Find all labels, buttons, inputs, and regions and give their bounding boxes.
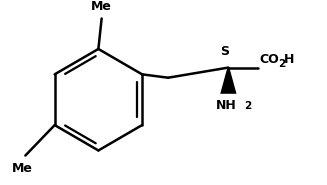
Polygon shape — [220, 68, 236, 94]
Text: Me: Me — [91, 0, 112, 14]
Text: H: H — [284, 53, 294, 66]
Text: Me: Me — [12, 162, 33, 175]
Text: 2: 2 — [278, 59, 285, 69]
Text: 2: 2 — [244, 101, 251, 111]
Text: CO: CO — [259, 53, 279, 66]
Text: S: S — [221, 45, 230, 58]
Text: NH: NH — [216, 99, 237, 112]
